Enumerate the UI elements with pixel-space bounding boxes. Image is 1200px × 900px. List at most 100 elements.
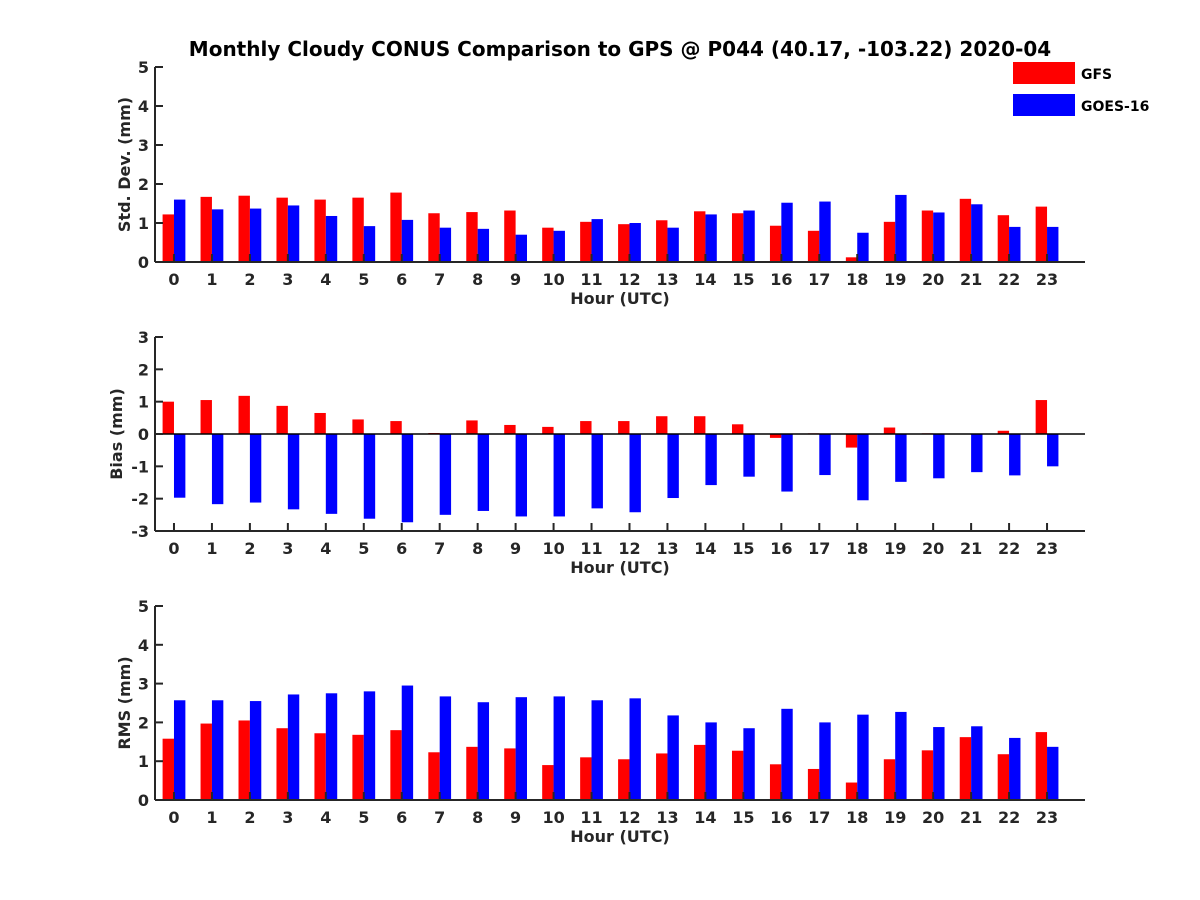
std-dev-x-tick-label: 21 [960,270,982,289]
rms-bar-goes-5 [363,691,376,800]
bias-bar-goes-8 [477,434,490,511]
rms-x-axis-label: Hour (UTC) [570,827,670,846]
rms-x-tick-label: 4 [320,808,331,827]
std-dev-x-tick-label: 6 [396,270,407,289]
bias-bar-gfs-10 [542,426,554,434]
std-dev-x-tick-label: 13 [656,270,678,289]
std-dev-x-tick-label: 7 [434,270,445,289]
rms-bar-goes-9 [515,697,527,800]
std-dev-bar-gfs-22 [997,215,1010,262]
bias-bar-goes-5 [363,434,376,519]
std-dev-bar-goes-10 [553,230,565,262]
bias-x-tick-label: 3 [282,539,293,558]
legend-swatch-gfs [1013,62,1075,84]
std-dev-x-tick-label: 18 [846,270,868,289]
rms-bar-gfs-7 [428,752,440,800]
std-dev-bar-goes-13 [667,227,679,262]
rms-bar-gfs-19 [883,759,896,800]
std-dev-x-tick-label: 16 [770,270,792,289]
bias-bar-goes-23 [1047,434,1059,467]
std-dev-x-tick-label: 19 [884,270,906,289]
rms-x-tick-label: 17 [808,808,830,827]
std-dev-bar-goes-19 [895,194,907,262]
rms-x-tick-label: 9 [510,808,521,827]
bias-bar-gfs-14 [694,416,706,434]
bias-bar-gfs-3 [276,405,288,434]
std-dev-x-tick-label: 8 [472,270,483,289]
rms-x-tick-label: 21 [960,808,982,827]
std-dev-bar-goes-9 [515,234,527,262]
rms-bar-goes-20 [933,727,945,800]
std-dev-bar-gfs-9 [504,210,516,262]
chart-title: Monthly Cloudy CONUS Comparison to GPS @… [189,37,1051,61]
std-dev-x-tick-label: 23 [1036,270,1058,289]
bias-x-tick-label: 23 [1036,539,1058,558]
std-dev-bar-goes-22 [1009,226,1021,262]
std-dev-bar-goes-17 [819,201,831,262]
std-dev-bar-gfs-17 [807,230,820,262]
bias-x-tick-label: 13 [656,539,678,558]
std-dev-bar-gfs-8 [466,212,478,262]
legend-swatch-goes [1013,94,1075,116]
rms-y-tick-label: 0 [138,791,149,810]
legend-label-gfs: GFS [1081,67,1112,83]
std-dev-bar-gfs-20 [921,210,934,262]
std-dev-x-tick-label: 10 [542,270,564,289]
rms-bar-goes-1 [211,700,224,800]
bias-y-tick-label: -1 [131,457,149,476]
bias-x-tick-label: 18 [846,539,868,558]
std-dev-bar-gfs-16 [769,225,782,262]
rms-bar-goes-4 [325,693,338,800]
std-dev-bar-goes-8 [477,228,490,262]
rms-bar-gfs-0 [162,738,174,800]
rms-x-tick-label: 0 [168,808,179,827]
bias-bar-goes-3 [287,434,300,510]
std-dev-x-tick-label: 20 [922,270,944,289]
rms-x-tick-label: 3 [282,808,293,827]
rms-bar-goes-18 [857,714,869,800]
rms-x-tick-label: 13 [656,808,678,827]
std-dev-bar-gfs-11 [580,221,592,262]
rms-bar-gfs-21 [959,737,972,800]
bias-bar-goes-4 [325,434,338,514]
rms-x-tick-label: 23 [1036,808,1058,827]
std-dev-bar-goes-6 [401,219,414,262]
bias-x-tick-label: 6 [396,539,407,558]
rms-y-tick-label: 2 [138,713,149,732]
bias-bar-goes-22 [1009,434,1021,476]
rms-bar-gfs-2 [238,720,250,800]
std-dev-y-tick-label: 3 [138,136,149,155]
bias-x-tick-label: 11 [580,539,602,558]
bias-x-tick-label: 5 [358,539,369,558]
std-dev-bar-gfs-1 [200,196,212,262]
rms-bar-gfs-18 [845,782,858,800]
bias-x-tick-label: 17 [808,539,830,558]
std-dev-bar-goes-4 [325,215,338,262]
std-dev-bar-goes-16 [781,202,793,262]
bias-bar-goes-10 [553,434,565,517]
bias-bar-gfs-18 [845,434,858,448]
rms-bar-gfs-8 [466,746,478,800]
bias-x-tick-label: 7 [434,539,445,558]
rms-bar-goes-17 [819,722,831,800]
rms-x-tick-label: 7 [434,808,445,827]
std-dev-bar-gfs-14 [694,211,706,262]
bias-y-tick-label: -2 [131,490,149,509]
std-dev-y-tick-label: 2 [138,175,149,194]
rms-y-tick-label: 4 [138,636,149,655]
bias-bar-gfs-11 [580,421,592,434]
bias-bar-goes-1 [211,434,224,505]
bias-x-tick-label: 19 [884,539,906,558]
bias-y-tick-label: 1 [138,393,149,412]
rms-bar-goes-15 [743,728,755,800]
bias-bar-gfs-8 [466,420,478,434]
bias-x-tick-label: 4 [320,539,331,558]
bias-bar-goes-7 [439,434,452,515]
rms-bar-goes-13 [667,715,679,800]
legend: GFS GOES-16 [1013,62,1149,116]
bias-x-tick-label: 9 [510,539,521,558]
std-dev-bar-gfs-15 [731,213,744,262]
bias-bar-gfs-4 [314,412,326,434]
bias-bar-goes-6 [401,434,414,523]
bias-bar-gfs-19 [883,427,896,434]
